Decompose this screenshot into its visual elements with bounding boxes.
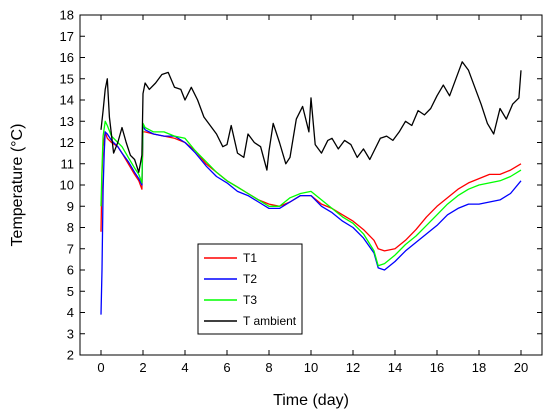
- x-tick-label: 10: [304, 360, 318, 375]
- legend-box: [197, 243, 303, 335]
- y-tick-label: 10: [60, 178, 74, 193]
- x-tick-label: 4: [181, 360, 188, 375]
- legend-label: T ambient: [243, 314, 297, 328]
- y-tick-label: 4: [67, 305, 74, 320]
- x-tick-label: 6: [223, 360, 230, 375]
- y-tick-label: 7: [67, 241, 74, 256]
- y-tick-label: 13: [60, 114, 74, 129]
- y-tick-label: 17: [60, 29, 74, 44]
- x-tick-label: 2: [139, 360, 146, 375]
- y-axis-title: Temperature (°C): [9, 124, 26, 247]
- y-tick-label: 11: [61, 156, 75, 171]
- series-line-t2: [100, 124, 522, 315]
- x-tick-label: 0: [97, 360, 104, 375]
- legend: T1 T2 T3 T ambient: [197, 243, 303, 335]
- y-tick-label: 9: [67, 199, 74, 214]
- x-tick-label: 16: [430, 360, 444, 375]
- x-tick-label: 12: [346, 360, 360, 375]
- y-tick-label: 12: [60, 135, 74, 150]
- series-line-t3: [100, 120, 522, 267]
- y-tick-label: 3: [67, 326, 74, 341]
- x-axis-title: Time (day): [273, 392, 349, 409]
- y-tick-label: 14: [60, 93, 74, 108]
- legend-label: T1: [243, 251, 257, 265]
- legend-label: T3: [243, 293, 257, 307]
- plot-frame: [79, 14, 543, 356]
- series-layer: [100, 61, 522, 315]
- y-tick-label: 8: [67, 220, 74, 235]
- y-tick-label: 6: [67, 263, 74, 278]
- series-line-t1: [100, 131, 522, 252]
- y-tick-label: 18: [60, 8, 74, 23]
- x-tick-label: 20: [514, 360, 528, 375]
- legend-label: T2: [243, 272, 257, 286]
- y-tick-label: 2: [67, 348, 74, 363]
- y-tick-label: 15: [60, 71, 74, 86]
- legend-items: T1 T2 T3 T ambient: [204, 251, 297, 328]
- series-line-t-ambient: [100, 61, 522, 173]
- axis-ticks: 0 2 4 6 8 10 12 14 16 18 20 2 3 4 5 6 7 8 9 10 11 12 13 14 15 16 1…: [60, 8, 542, 375]
- x-tick-label: 14: [388, 360, 402, 375]
- y-tick-label: 16: [60, 50, 74, 65]
- y-tick-label: 5: [67, 284, 74, 299]
- x-tick-label: 8: [265, 360, 272, 375]
- x-tick-label: 18: [472, 360, 486, 375]
